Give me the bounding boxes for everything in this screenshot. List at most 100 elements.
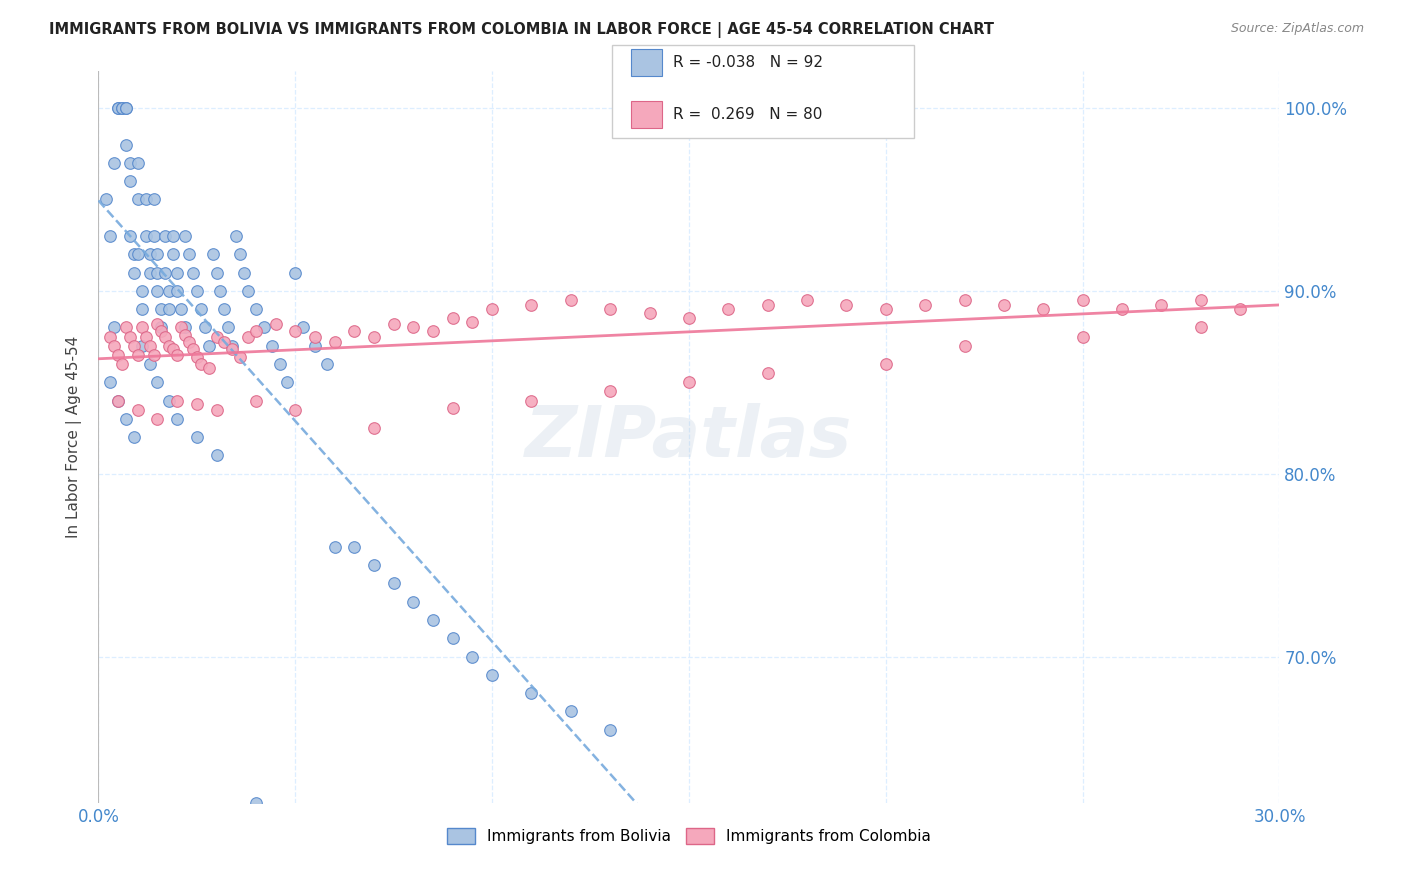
Point (162, 247, 184, 261)
Point (138, 339, 160, 353)
Point (323, 540, 346, 554)
Point (875, 301, 897, 317)
Point (146, 247, 169, 261)
Point (118, 155, 141, 169)
Point (146, 284, 169, 298)
Point (422, 613, 444, 627)
Point (107, 393, 129, 408)
Point (481, 668, 503, 682)
Point (177, 334, 200, 349)
Point (98, 375, 121, 389)
Point (98, 329, 121, 343)
Text: R = -0.038   N = 92: R = -0.038 N = 92 (673, 55, 824, 70)
Text: Source: ZipAtlas.com: Source: ZipAtlas.com (1230, 22, 1364, 36)
Point (197, 360, 219, 375)
Point (155, 228, 177, 243)
Point (560, 704, 582, 718)
Point (1071, 293, 1094, 307)
Point (103, 339, 125, 353)
Point (186, 430, 208, 444)
Point (205, 448, 228, 462)
Point (1032, 301, 1054, 317)
Point (756, 298, 779, 312)
Point (402, 594, 425, 608)
Point (181, 343, 204, 357)
Point (1150, 298, 1173, 312)
Point (177, 247, 200, 261)
Point (993, 298, 1015, 312)
Point (131, 339, 153, 353)
Point (115, 101, 138, 115)
Point (441, 311, 464, 326)
Point (205, 402, 228, 417)
Point (150, 320, 173, 334)
Point (796, 293, 818, 307)
Point (678, 375, 700, 389)
Point (422, 324, 444, 338)
Point (481, 301, 503, 317)
Point (953, 339, 976, 353)
Point (402, 320, 425, 334)
Point (157, 301, 180, 317)
Point (221, 339, 243, 353)
Point (157, 339, 180, 353)
Point (276, 375, 298, 389)
Point (103, 155, 125, 169)
Point (229, 247, 252, 261)
Point (138, 247, 160, 261)
Point (245, 796, 267, 810)
Point (214, 301, 236, 317)
Point (135, 329, 157, 343)
Point (599, 384, 621, 399)
Point (166, 348, 188, 362)
Point (118, 329, 141, 343)
Point (382, 576, 405, 591)
Point (304, 339, 326, 353)
Point (127, 247, 149, 261)
Point (229, 350, 252, 364)
Point (201, 247, 224, 261)
Point (186, 284, 208, 298)
Point (875, 357, 897, 371)
Point (107, 101, 129, 115)
Point (146, 265, 169, 279)
Text: IMMIGRANTS FROM BOLIVIA VS IMMIGRANTS FROM COLOMBIA IN LABOR FORCE | AGE 45-54 C: IMMIGRANTS FROM BOLIVIA VS IMMIGRANTS FR… (49, 22, 994, 38)
Point (157, 284, 180, 298)
Point (174, 327, 197, 342)
Point (441, 632, 464, 646)
Point (122, 247, 145, 261)
Point (146, 412, 169, 426)
Point (155, 329, 177, 343)
Point (190, 357, 212, 371)
Point (150, 324, 173, 338)
Point (953, 293, 976, 307)
Point (181, 265, 204, 279)
Point (914, 298, 936, 312)
Point (146, 375, 169, 389)
Point (131, 320, 153, 334)
Point (1229, 301, 1251, 317)
Point (245, 301, 267, 317)
Point (127, 348, 149, 362)
Point (107, 348, 129, 362)
Point (122, 339, 145, 353)
Point (107, 393, 129, 408)
Point (1071, 329, 1094, 343)
Point (96, 193, 118, 207)
Point (363, 421, 385, 435)
Point (304, 329, 326, 343)
Point (186, 350, 208, 364)
Point (166, 412, 188, 426)
Point (221, 343, 243, 357)
Point (260, 339, 283, 353)
Point (638, 306, 661, 320)
Point (138, 357, 160, 371)
Point (209, 284, 232, 298)
Point (382, 317, 405, 331)
Point (599, 723, 621, 737)
Point (127, 402, 149, 417)
Point (190, 301, 212, 317)
Point (162, 343, 184, 357)
Point (111, 101, 134, 115)
Point (170, 320, 193, 334)
